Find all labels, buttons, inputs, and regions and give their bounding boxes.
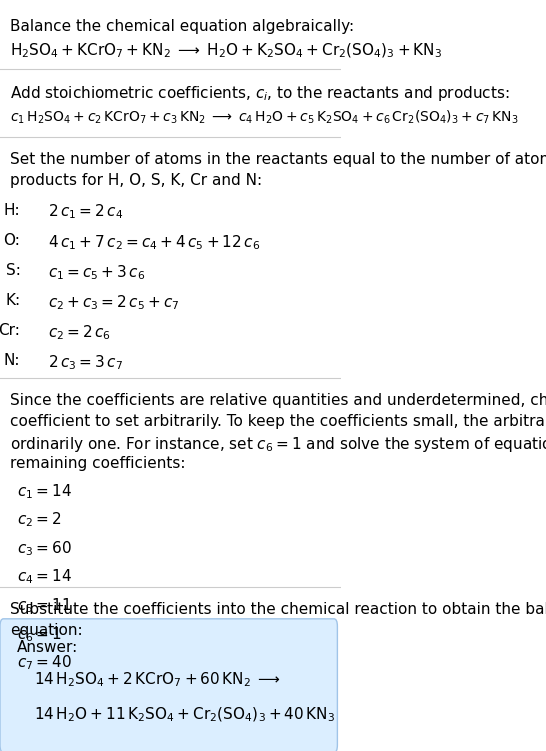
Text: $2\,c_3 = 3\,c_7$: $2\,c_3 = 3\,c_7$ xyxy=(48,353,123,372)
Text: $c_6 = 1$: $c_6 = 1$ xyxy=(17,625,62,644)
Text: K:: K: xyxy=(5,293,20,308)
Text: equation:: equation: xyxy=(10,623,83,638)
Text: S:: S: xyxy=(5,263,20,278)
Text: O:: O: xyxy=(4,233,20,248)
Text: coefficient to set arbitrarily. To keep the coefficients small, the arbitrary va: coefficient to set arbitrarily. To keep … xyxy=(10,414,546,429)
Text: $c_2 = 2\,c_6$: $c_2 = 2\,c_6$ xyxy=(48,323,111,342)
Text: products for H, O, S, K, Cr and N:: products for H, O, S, K, Cr and N: xyxy=(10,173,262,188)
Text: $4\,c_1 + 7\,c_2 = c_4 + 4\,c_5 + 12\,c_6$: $4\,c_1 + 7\,c_2 = c_4 + 4\,c_5 + 12\,c_… xyxy=(48,233,260,252)
Text: $c_2 = 2$: $c_2 = 2$ xyxy=(17,511,62,529)
Text: remaining coefficients:: remaining coefficients: xyxy=(10,456,186,471)
Text: $c_7 = 40$: $c_7 = 40$ xyxy=(17,653,72,672)
Text: Answer:: Answer: xyxy=(17,640,78,655)
Text: H:: H: xyxy=(4,203,20,218)
Text: Since the coefficients are relative quantities and underdetermined, choose a: Since the coefficients are relative quan… xyxy=(10,393,546,408)
Text: Substitute the coefficients into the chemical reaction to obtain the balanced: Substitute the coefficients into the che… xyxy=(10,602,546,617)
Text: $c_1 = c_5 + 3\,c_6$: $c_1 = c_5 + 3\,c_6$ xyxy=(48,263,145,282)
Text: Balance the chemical equation algebraically:: Balance the chemical equation algebraica… xyxy=(10,19,354,34)
FancyBboxPatch shape xyxy=(0,619,337,751)
Text: $c_4 = 14$: $c_4 = 14$ xyxy=(17,568,72,587)
Text: $c_3 = 60$: $c_3 = 60$ xyxy=(17,539,72,558)
Text: Set the number of atoms in the reactants equal to the number of atoms in the: Set the number of atoms in the reactants… xyxy=(10,152,546,167)
Text: $14\,\mathrm{H_2SO_4} + 2\,\mathrm{KCrO_7} + 60\,\mathrm{KN_2} \;\longrightarrow: $14\,\mathrm{H_2SO_4} + 2\,\mathrm{KCrO_… xyxy=(34,670,281,689)
Text: Add stoichiometric coefficients, $c_i$, to the reactants and products:: Add stoichiometric coefficients, $c_i$, … xyxy=(10,84,510,103)
Text: $2\,c_1 = 2\,c_4$: $2\,c_1 = 2\,c_4$ xyxy=(48,203,123,222)
Text: $c_2 + c_3 = 2\,c_5 + c_7$: $c_2 + c_3 = 2\,c_5 + c_7$ xyxy=(48,293,179,312)
Text: $14\,\mathrm{H_2O} + 11\,\mathrm{K_2SO_4} + \mathrm{Cr_2(SO_4)_3} + 40\,\mathrm{: $14\,\mathrm{H_2O} + 11\,\mathrm{K_2SO_4… xyxy=(34,706,335,725)
Text: $c_5 = 11$: $c_5 = 11$ xyxy=(17,596,72,615)
Text: ordinarily one. For instance, set $c_6 = 1$ and solve the system of equations fo: ordinarily one. For instance, set $c_6 =… xyxy=(10,435,546,454)
Text: $c_1\,\mathrm{H_2SO_4} + c_2\,\mathrm{KCrO_7} + c_3\,\mathrm{KN_2} \;\longrighta: $c_1\,\mathrm{H_2SO_4} + c_2\,\mathrm{KC… xyxy=(10,109,519,126)
Text: N:: N: xyxy=(4,353,20,368)
Text: $\mathrm{H_2SO_4 + KCrO_7 + KN_2 \;\longrightarrow\; H_2O + K_2SO_4 + Cr_2(SO_4): $\mathrm{H_2SO_4 + KCrO_7 + KN_2 \;\long… xyxy=(10,41,442,60)
Text: $c_1 = 14$: $c_1 = 14$ xyxy=(17,482,72,501)
Text: Cr:: Cr: xyxy=(0,323,20,338)
